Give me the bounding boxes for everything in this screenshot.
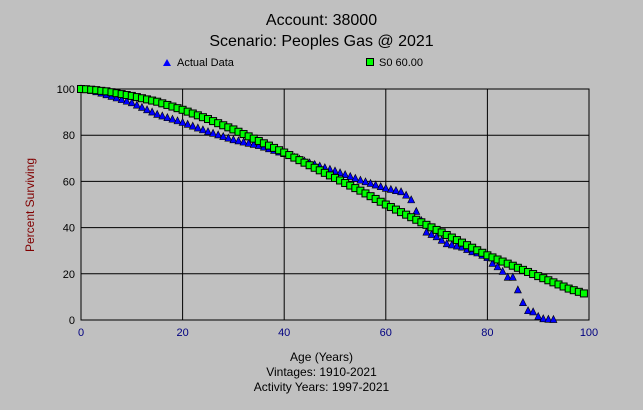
x-tick-label: 60 xyxy=(380,327,392,339)
actual-data-point xyxy=(178,117,187,126)
actual-data-point xyxy=(132,100,141,109)
actual-data-point xyxy=(143,105,152,114)
x-tick-label: 20 xyxy=(176,327,188,339)
y-tick-label: 80 xyxy=(63,130,75,142)
activity-years-note: Activity Years: 1997-2021 xyxy=(253,380,390,394)
actual-data-point xyxy=(518,298,527,306)
actual-data-point xyxy=(148,107,157,116)
y-tick-label: 20 xyxy=(63,269,75,281)
y-tick-label: 60 xyxy=(63,176,75,188)
actual-data-point xyxy=(447,240,456,249)
legend-label: Actual Data xyxy=(177,57,234,69)
actual-data-point xyxy=(173,116,182,125)
x-tick-label: 0 xyxy=(78,327,84,339)
actual-data-point xyxy=(163,112,172,121)
actual-data-point xyxy=(539,314,548,323)
actual-data-point xyxy=(437,235,446,244)
legend-item-s0: S0 60.00 xyxy=(366,57,423,69)
actual-data-point xyxy=(549,314,558,323)
x-axis-label: Age (Years) xyxy=(290,350,353,364)
actual-data-point xyxy=(234,136,243,145)
vintages-note: Vintages: 1910-2021 xyxy=(266,365,377,379)
s0-point xyxy=(579,289,588,298)
actual-data-point xyxy=(198,125,207,134)
actual-data-point xyxy=(229,135,238,144)
actual-data-point xyxy=(381,183,390,192)
actual-data-point xyxy=(158,111,167,120)
actual-data-point xyxy=(397,187,406,196)
actual-data-point xyxy=(513,285,522,294)
x-tick-label: 100 xyxy=(580,327,598,339)
actual-data-point xyxy=(224,133,233,142)
actual-data-point xyxy=(209,128,218,137)
actual-data-point xyxy=(427,229,436,238)
actual-data-point xyxy=(371,180,380,189)
square-marker-icon xyxy=(366,58,374,66)
chart-subtitle: Scenario: Peoples Gas @ 2021 xyxy=(209,33,434,50)
actual-data-point xyxy=(356,175,365,184)
legend-label: S0 60.00 xyxy=(379,57,424,69)
actual-data-point xyxy=(508,272,517,281)
actual-data-point xyxy=(498,266,507,275)
actual-data-point xyxy=(244,138,253,147)
actual-data-point xyxy=(153,109,162,118)
actual-data-point xyxy=(341,170,350,179)
actual-data-point xyxy=(524,306,533,315)
actual-data-point xyxy=(503,272,512,281)
y-tick-label: 100 xyxy=(57,84,75,96)
triangle-marker-icon xyxy=(163,59,171,66)
actual-data-point xyxy=(127,98,136,107)
actual-data-point xyxy=(214,130,223,139)
actual-data-point xyxy=(346,171,355,180)
plot-frame xyxy=(80,88,590,321)
actual-data-point xyxy=(193,123,202,132)
actual-data-point xyxy=(493,262,502,271)
legend-item-actual: Actual Data xyxy=(163,57,234,69)
actual-data-point xyxy=(534,311,543,320)
actual-data-point xyxy=(361,177,370,186)
actual-data-point xyxy=(529,307,538,316)
actual-data-point xyxy=(422,227,431,236)
x-tick-label: 40 xyxy=(278,327,290,339)
actual-data-point xyxy=(366,178,375,187)
actual-data-point xyxy=(402,190,411,199)
actual-data-point xyxy=(442,239,451,248)
actual-data-point xyxy=(412,206,421,215)
actual-data-point xyxy=(386,184,395,193)
actual-data-point xyxy=(137,102,146,111)
actual-data-point xyxy=(188,121,197,130)
actual-data-point xyxy=(407,195,416,204)
y-tick-label: 40 xyxy=(63,223,75,235)
x-tick-label: 80 xyxy=(481,327,493,339)
actual-data-point xyxy=(351,173,360,182)
actual-data-point xyxy=(376,182,385,191)
actual-data-point xyxy=(168,114,177,123)
actual-data-point xyxy=(122,96,131,105)
actual-data-point xyxy=(391,185,400,194)
actual-data-point xyxy=(117,94,126,103)
y-axis-label: Percent Surviving xyxy=(23,157,37,253)
actual-data-point xyxy=(183,119,192,128)
chart-title: Account: 38000 xyxy=(265,12,378,29)
actual-data-point xyxy=(544,314,553,323)
actual-data-point xyxy=(204,127,212,136)
y-tick-label: 0 xyxy=(69,315,75,327)
actual-data-point xyxy=(239,137,248,146)
actual-data-point xyxy=(219,131,228,140)
